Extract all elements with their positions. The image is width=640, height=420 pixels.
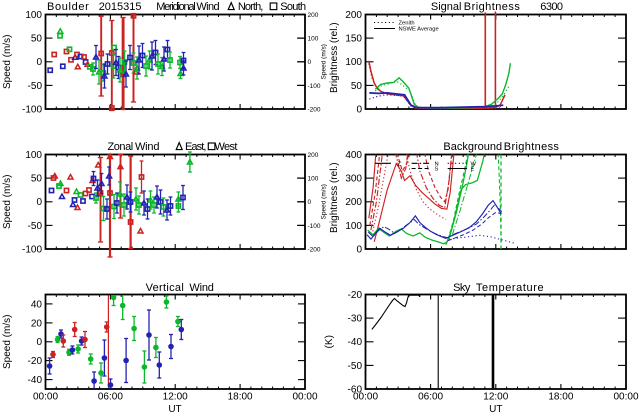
svg-text:0: 0 [36,337,42,348]
svg-text:100: 100 [25,150,42,161]
svg-text:Zenith: Zenith [399,21,415,27]
svg-text:-50: -50 [28,81,43,92]
svg-text:2015315: 2015315 [99,1,142,13]
svg-text:200: 200 [308,12,319,19]
svg-text:UT: UT [489,404,502,415]
svg-text:50: 50 [31,34,43,45]
svg-text:UT: UT [168,404,181,415]
svg-text:West: West [215,141,238,153]
svg-text:Z: Z [398,162,402,168]
svg-text:Brightness (rel.): Brightness (rel.) [329,22,340,93]
svg-text:-30: -30 [348,314,363,325]
svg-text:100: 100 [25,10,42,21]
svg-text:-20: -20 [28,356,43,367]
svg-text:50: 50 [351,81,363,92]
svg-text:-40: -40 [28,375,43,386]
svg-text:Boulder: Boulder [47,1,89,13]
svg-text:100: 100 [345,221,362,232]
svg-text:Wind: Wind [196,1,219,13]
svg-text:00:00: 00:00 [33,392,58,403]
svg-text:Speed (m/s): Speed (m/s) [2,35,13,89]
svg-text:18:00: 18:00 [228,392,253,403]
svg-text:-100: -100 [22,245,42,256]
svg-text:-100: -100 [308,223,321,230]
svg-text:12:00: 12:00 [483,392,508,403]
svg-text:NSWE Average: NSWE Average [399,27,439,33]
svg-text:100: 100 [345,57,362,68]
svg-text:Background: Background [443,141,502,153]
svg-text:Brightness (rel.): Brightness (rel.) [329,162,340,233]
svg-text:W: W [471,162,477,168]
svg-text:Speed (m/s): Speed (m/s) [2,315,13,369]
svg-text:6300: 6300 [540,1,563,13]
svg-text:0: 0 [308,59,312,66]
svg-text:18:00: 18:00 [548,392,573,403]
svg-text:N: N [435,162,439,168]
svg-text:-200: -200 [308,107,321,114]
svg-text:Meridional: Meridional [156,1,195,13]
svg-text:-50: -50 [348,361,363,372]
svg-text:200: 200 [345,197,362,208]
svg-text:300: 300 [345,174,362,185]
svg-text:Brightness: Brightness [464,1,521,13]
svg-text:12:00: 12:00 [163,392,188,403]
svg-text:06:00: 06:00 [98,392,123,403]
svg-text:(K): (K) [324,335,335,348]
svg-text:Speed (m/s): Speed (m/s) [321,44,328,79]
svg-text:Brightness: Brightness [504,141,560,153]
svg-text:East,: East, [185,141,206,153]
svg-text:E: E [471,167,475,173]
svg-text:-20: -20 [348,290,363,301]
svg-text:-50: -50 [28,221,43,232]
svg-text:Zonal: Zonal [108,141,133,153]
svg-text:20: 20 [31,318,43,329]
svg-text:00:00: 00:00 [613,392,638,403]
svg-text:06:00: 06:00 [418,392,443,403]
svg-text:200: 200 [308,152,319,159]
svg-text:North,: North, [238,1,263,13]
svg-text:-60: -60 [348,385,363,396]
svg-text:0: 0 [308,199,312,206]
svg-text:Speed (m/s): Speed (m/s) [2,175,13,229]
svg-text:50: 50 [31,174,43,185]
svg-text:200: 200 [345,10,362,21]
svg-text:150: 150 [345,34,362,45]
svg-text:-40: -40 [348,337,363,348]
svg-text:-100: -100 [22,105,42,116]
svg-text:Sky: Sky [453,282,471,294]
svg-text:0: 0 [36,197,42,208]
svg-text:400: 400 [345,150,362,161]
svg-text:100: 100 [308,176,319,183]
svg-text:00:00: 00:00 [353,392,378,403]
svg-text:0: 0 [356,105,362,116]
svg-text:0: 0 [36,57,42,68]
svg-text:Temperature: Temperature [476,282,544,294]
svg-text:Wind: Wind [135,141,159,153]
svg-text:S: S [435,167,439,173]
svg-text:40: 40 [31,299,43,310]
svg-text:Wind: Wind [189,282,213,294]
svg-text:Speed (m/s): Speed (m/s) [321,184,328,219]
svg-text:Vertical: Vertical [146,282,184,294]
svg-text:Signal: Signal [431,1,462,13]
svg-text:100: 100 [308,36,319,43]
svg-text:-100: -100 [308,83,321,90]
svg-text:0: 0 [356,245,362,256]
svg-text:-200: -200 [308,247,321,254]
svg-text:00:00: 00:00 [292,392,317,403]
svg-text:South: South [280,1,306,13]
